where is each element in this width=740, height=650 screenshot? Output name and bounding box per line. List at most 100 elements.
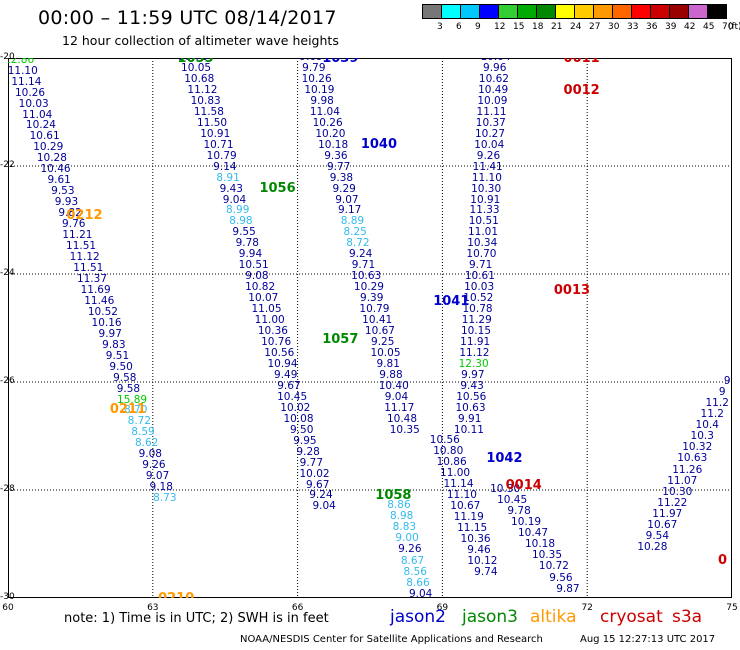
wave-height-value: 9.08 <box>245 270 269 283</box>
colorbar-tick-label: 27 <box>589 22 601 32</box>
wave-height-value: 10.70 <box>466 248 497 261</box>
wave-height-value: 9.38 <box>329 171 354 184</box>
wave-height-value: 10.51 <box>238 259 269 272</box>
wave-height-value: 9.77 <box>326 160 351 173</box>
wave-height-value: 9.49 <box>274 368 298 381</box>
colorbar-tick-label: 18 <box>532 22 544 32</box>
wave-height-value: 10.67 <box>450 500 481 513</box>
wave-height-value: 11.15 <box>457 522 488 535</box>
pass-number-label: 0013 <box>553 283 591 299</box>
wave-height-value: 11.00 <box>440 467 471 480</box>
wave-height-value: 10.63 <box>677 452 708 465</box>
wave-height-value: 9.54 <box>645 529 670 542</box>
wave-height-value: 8.72 <box>346 237 370 250</box>
colorbar-tick-label: 24 <box>570 22 582 32</box>
pass-number-label: 0012 <box>563 83 600 99</box>
colorbar-swatch <box>460 4 480 19</box>
wave-height-value: 11.58 <box>193 105 224 118</box>
lon-tick-label: 72 <box>581 603 593 613</box>
wave-height-value: 10.30 <box>490 483 521 495</box>
colorbar-swatch <box>669 4 689 19</box>
wave-height-value: 9.08 <box>138 448 162 461</box>
wave-height-value: 9.43 <box>219 182 243 195</box>
colorbar-tick-label: 3 <box>437 22 443 32</box>
wave-height-value: 8.99 <box>225 204 250 217</box>
wave-height-value: 9.69 <box>299 58 322 63</box>
wave-height-value: 9.53 <box>51 185 75 198</box>
wave-height-value: 9.04 <box>408 587 433 598</box>
wave-height-value: 9.36 <box>324 149 348 162</box>
wave-height-value: 10.47 <box>518 527 549 540</box>
wave-height-value: 8.25 <box>343 226 367 239</box>
wave-height-value: 9.26 <box>398 543 422 556</box>
wave-height-value: 12.30 <box>458 357 489 370</box>
map-subtitle: 12 hour collection of altimeter wave hei… <box>62 33 339 48</box>
lon-tick-label: 60 <box>2 603 14 613</box>
wave-height-value: 8.67 <box>400 554 425 567</box>
wave-height-value: 11.19 <box>453 511 484 524</box>
wave-height-value: 8.98 <box>389 510 414 523</box>
wave-height-value: 11.04 <box>309 105 340 118</box>
wave-height-value: 15.89 <box>117 393 148 406</box>
wave-height-value: 9.94 <box>238 248 263 261</box>
wave-height-value: 10.91 <box>470 193 501 206</box>
wave-height-value: 9.77 <box>299 456 324 469</box>
wave-height-value: 9.17 <box>337 204 362 217</box>
wave-height-value: 9.95 <box>293 434 317 447</box>
wave-height-value: 9.43 <box>460 379 484 392</box>
wave-height-value: 10.05 <box>181 61 212 74</box>
colorbar-swatch <box>593 4 613 19</box>
wave-height-value: 9.58 <box>113 371 137 384</box>
wave-height-value: 10.02 <box>280 401 311 414</box>
wave-height-value: 10.68 <box>184 72 215 85</box>
wave-height-value: 10.28 <box>637 541 668 554</box>
wave-height-value: 11.12 <box>187 83 218 96</box>
wave-height-value: 9.26 <box>142 459 166 472</box>
wave-height-value: 11.05 <box>251 303 282 316</box>
wave-height-value: 11.17 <box>384 401 415 414</box>
plot-frame <box>8 58 732 598</box>
wave-height-value: 11.33 <box>469 204 500 217</box>
colorbar-tick-label: 9 <box>475 22 481 32</box>
wave-height-value: 11.10 <box>446 489 477 502</box>
pass-number-label: 0211 <box>109 402 147 417</box>
legend-item-s3a: s3a <box>672 607 703 627</box>
wave-height-value: 10.63 <box>455 401 486 414</box>
wave-height-value: 9.29 <box>332 182 356 195</box>
lat-tick-label: -20 <box>0 52 15 62</box>
colorbar-unit-label: (ft) <box>728 22 740 32</box>
colorbar-tick-label: 36 <box>646 22 658 32</box>
wave-height-value: 11.51 <box>66 240 97 253</box>
wave-height-value: 10.37 <box>475 116 506 129</box>
wave-height-value: 11.12 <box>69 251 100 264</box>
colorbar-tick-label: 12 <box>494 22 506 32</box>
wave-height-value: 10.83 <box>190 94 221 107</box>
wave-height-value: 9.28 <box>296 445 320 458</box>
wave-height-value: 10.18 <box>318 138 349 151</box>
wave-height-value: 10.26 <box>15 86 46 99</box>
wave-height-value: 10.82 <box>245 281 276 294</box>
wave-height-value: 9.83 <box>102 338 126 351</box>
wave-height-value: 10.62 <box>478 72 509 85</box>
wave-height-value: 9.18 <box>149 481 173 494</box>
wave-height-value: 10.94 <box>267 357 298 370</box>
wave-height-value: 10.27 <box>474 127 506 140</box>
note-text: note: 1) Time is in UTC; 2) SWH is in fe… <box>64 611 329 626</box>
wave-height-value: 10.45 <box>277 390 308 403</box>
pass-number-label: 0212 <box>66 207 103 223</box>
wave-height-value: 9.91 <box>458 412 482 425</box>
lon-tick-label: 63 <box>147 603 159 613</box>
wave-height-value: 10.63 <box>351 270 382 283</box>
wave-height-value: 8.98 <box>229 215 253 228</box>
wave-height-value: 10.67 <box>364 325 395 338</box>
credit-text: NOAA/NESDIS Center for Satellite Applica… <box>240 634 543 645</box>
wave-height-value: 11.00 <box>254 314 285 327</box>
wave-height-value: 8.73 <box>153 492 177 505</box>
wave-height-value: 10.28 <box>36 152 67 165</box>
wave-height-value: 10.76 <box>261 336 292 348</box>
timestamp-text: Aug 15 12:27:13 UTC 2017 <box>580 634 716 645</box>
wave-height-value: 9.79 <box>302 61 326 74</box>
wave-height-value: 11.14 <box>11 75 42 88</box>
wave-height-value: 9.88 <box>379 368 403 381</box>
wave-height-value: 9.58 <box>116 382 141 395</box>
